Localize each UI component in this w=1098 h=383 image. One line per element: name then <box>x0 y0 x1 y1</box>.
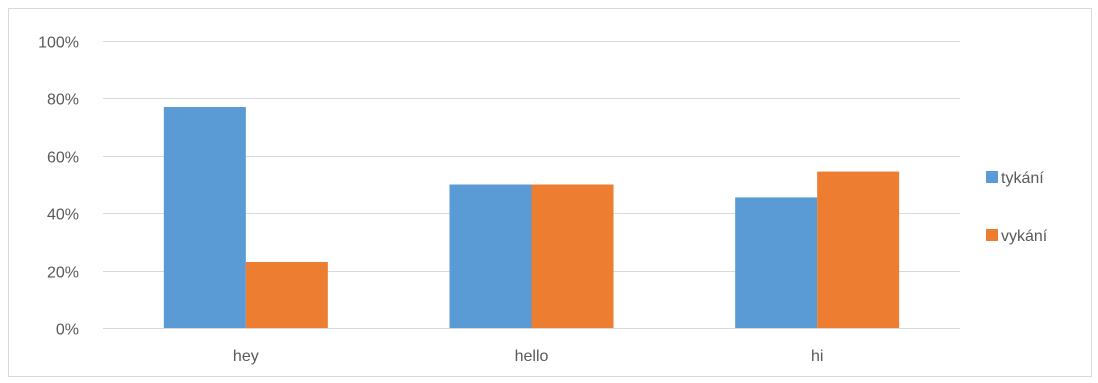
bar-vykání-hello <box>531 184 614 328</box>
y-axis-ticks: 0% 20% 40% 60% 80% 100% <box>38 35 79 339</box>
chart-container: 0% 20% 40% 60% 80% 100% hey hello hi tykání vyká… <box>8 8 1092 377</box>
legend-swatch <box>986 171 998 183</box>
y-tick-label: 80% <box>47 92 79 109</box>
legend-label: tykání <box>1001 170 1044 187</box>
x-tick-label: hello <box>515 348 549 365</box>
y-tick-label: 40% <box>47 207 79 224</box>
bars <box>163 107 900 328</box>
legend-label: vykání <box>1001 228 1048 245</box>
legend-swatch <box>986 229 998 241</box>
bar-vykání-hi <box>817 171 900 328</box>
y-tick-label: 0% <box>56 322 79 339</box>
bar-tykání-hello <box>449 184 532 328</box>
x-tick-label: hey <box>233 348 259 365</box>
y-tick-label: 100% <box>38 35 79 52</box>
y-tick-label: 60% <box>47 150 79 167</box>
legend: tykání vykání <box>986 170 1048 245</box>
x-axis-ticks: hey hello hi <box>233 348 823 365</box>
y-tick-label: 20% <box>47 265 79 282</box>
x-tick-label: hi <box>811 348 823 365</box>
bar-tykání-hey <box>163 107 246 328</box>
bar-tykání-hi <box>735 197 818 328</box>
bar-chart: 0% 20% 40% 60% 80% 100% hey hello hi tykání vyká… <box>38 35 1048 366</box>
bar-vykání-hey <box>245 261 328 328</box>
